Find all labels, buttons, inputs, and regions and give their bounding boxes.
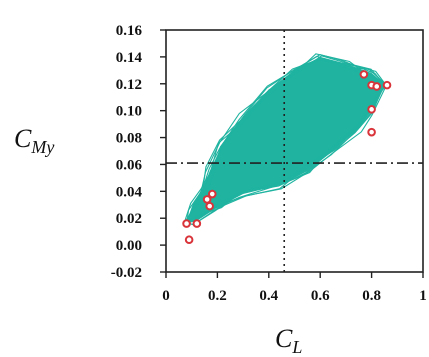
reference-lines <box>166 30 423 272</box>
trajectory-fill <box>186 56 385 224</box>
x-axis-title: CL <box>275 324 302 357</box>
x-tick-label: 0.6 <box>311 288 330 304</box>
y-axis-title: CMy <box>14 124 54 157</box>
y-ticks: -0.02 0.00 0.02 0.04 0.06 0.08 0.10 0.12 0.14 0.1… <box>111 23 166 281</box>
trajectory-loop <box>185 57 381 222</box>
data-point <box>382 80 392 90</box>
y-tick-label: 0.10 <box>116 104 142 120</box>
data-point <box>207 189 217 199</box>
data-point <box>359 70 369 79</box>
data-point <box>205 201 214 211</box>
y-tick-label: 0.16 <box>116 23 143 39</box>
y-tick-label: 0.04 <box>116 184 143 200</box>
x-tick-label: 0.4 <box>259 288 278 304</box>
data-point <box>367 105 376 114</box>
x-ticks: 0 0.2 0.4 0.6 0.8 1 <box>162 272 427 304</box>
data-point <box>372 82 382 91</box>
y-tick-label: 0.00 <box>116 238 142 254</box>
y-tick-label: 0.08 <box>116 131 142 147</box>
marker-layer <box>182 70 392 245</box>
x-tick-label: 0 <box>162 288 170 304</box>
y-tick-label: 0.06 <box>116 157 143 173</box>
x-tick-label: 0.2 <box>208 288 227 304</box>
trajectory-loop <box>184 59 387 226</box>
trajectory-loop <box>186 55 387 226</box>
y-tick-label: 0.12 <box>116 77 142 93</box>
trajectory-layer <box>182 53 387 226</box>
data-point <box>184 235 194 245</box>
data-point <box>367 127 376 137</box>
y-tick-label: 0.14 <box>116 50 143 66</box>
data-point <box>192 219 202 228</box>
data-point <box>182 219 191 228</box>
x-tick-label: 1 <box>419 288 427 304</box>
plot-frame <box>165 29 424 273</box>
y-tick-label: 0.02 <box>116 211 142 227</box>
trajectory-loop <box>182 54 384 226</box>
y-tick-label: -0.02 <box>111 265 142 281</box>
x-tick-label: 0.8 <box>362 288 381 304</box>
